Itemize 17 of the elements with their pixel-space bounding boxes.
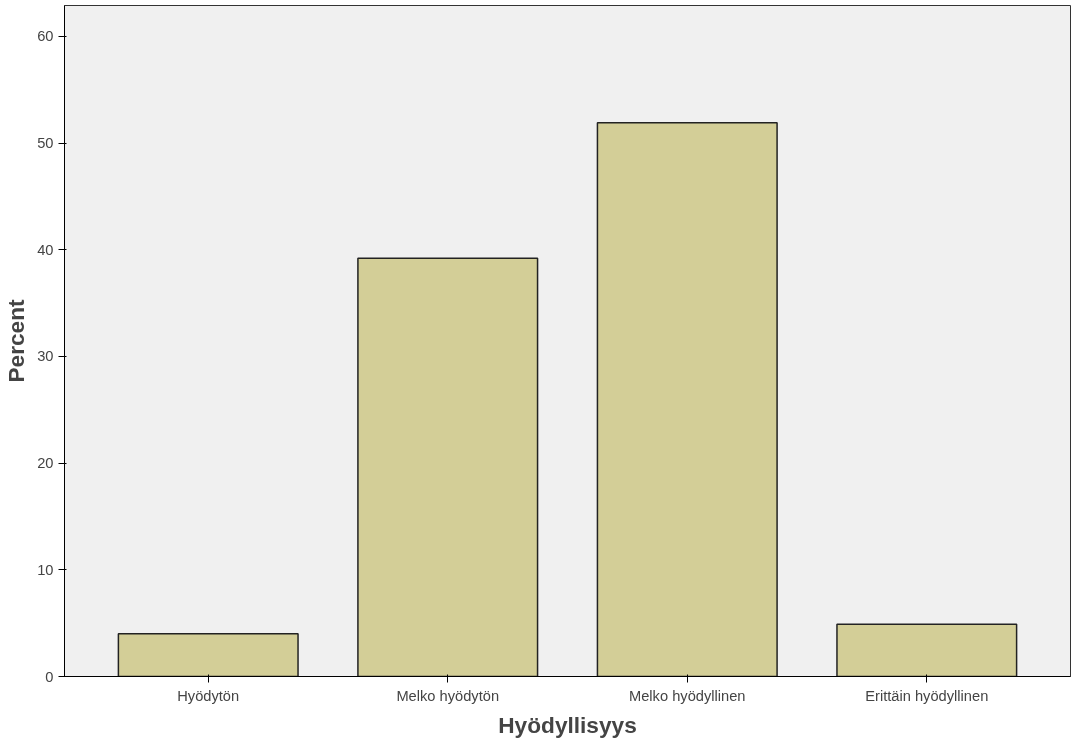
bar <box>357 257 539 677</box>
x-tick-label: Erittäin hyödyllinen <box>865 687 989 704</box>
y-tick-label: 0 <box>45 668 54 685</box>
bar <box>117 633 299 677</box>
x-tick-label: Melko hyödytön <box>396 687 500 704</box>
x-tick-label: Melko hyödyllinen <box>629 687 746 704</box>
y-tick-label: 50 <box>37 135 54 152</box>
y-axis-title: Percent <box>3 298 30 383</box>
x-axis-title: Hyödyllisyys <box>498 711 637 738</box>
bar <box>836 623 1018 677</box>
x-tick-label: Hyödytön <box>177 687 240 704</box>
y-tick-label: 40 <box>37 241 54 258</box>
y-tick-label: 60 <box>37 28 54 45</box>
y-tick-label: 20 <box>37 455 54 472</box>
y-tick-label: 30 <box>37 348 54 365</box>
bar <box>596 122 778 677</box>
y-tick-label: 10 <box>37 561 54 578</box>
